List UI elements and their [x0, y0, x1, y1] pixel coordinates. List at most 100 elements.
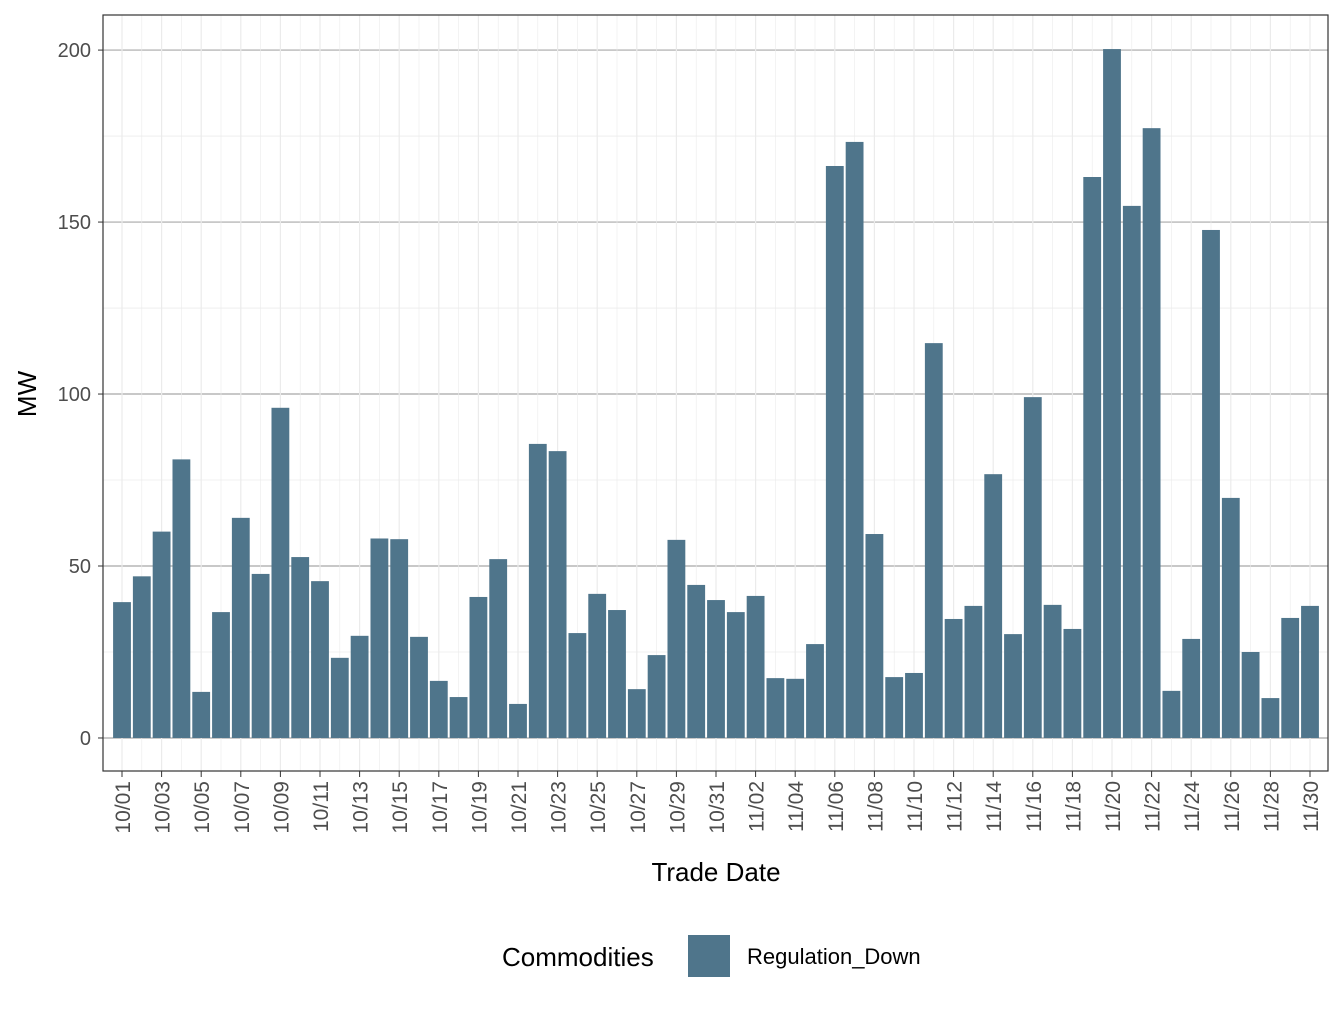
bar-10-30: [687, 584, 706, 738]
x-tick-label: 10/31: [706, 781, 729, 834]
bar-10-06: [212, 612, 230, 738]
bar-11-14: [984, 474, 1003, 738]
x-tick-label: 11/22: [1142, 781, 1165, 832]
bar-11-01: [726, 612, 745, 738]
bar-10-02: [132, 576, 151, 738]
y-tick-label: 200: [58, 40, 91, 62]
bar-10-07: [231, 517, 250, 738]
x-tick-label: 11/26: [1221, 781, 1244, 832]
bar-11-11: [924, 343, 943, 738]
legend-key-regulation-down: [688, 935, 730, 977]
bar-11-30: [1301, 605, 1319, 738]
x-tick-label: 10/23: [548, 781, 571, 834]
x-tick-label: 10/13: [350, 781, 373, 834]
bar-11-08: [865, 534, 884, 738]
bar-11-29: [1281, 617, 1300, 738]
bar-11-19: [1083, 177, 1102, 738]
legend-title: Commodities: [502, 942, 654, 972]
x-tick-label: 11/18: [1062, 781, 1085, 832]
x-tick-label: 10/29: [666, 781, 689, 834]
bar-11-18: [1063, 628, 1082, 738]
x-tick-label: 11/16: [1023, 781, 1046, 832]
bar-10-19: [469, 596, 488, 738]
bar-10-31: [707, 600, 725, 738]
bar-10-01: [113, 602, 131, 738]
bar-11-12: [944, 618, 963, 738]
bar-10-22: [528, 443, 547, 738]
y-tick-label: 0: [80, 728, 91, 750]
bar-11-24: [1182, 638, 1201, 738]
bar-10-12: [330, 657, 349, 738]
y-tick-label: 50: [69, 556, 91, 578]
x-tick-label: 11/06: [825, 781, 848, 832]
bar-11-07: [845, 141, 864, 738]
bar-10-23: [548, 451, 567, 738]
x-tick-label: 10/19: [468, 781, 491, 834]
bar-11-09: [885, 677, 904, 738]
x-tick-label: 10/21: [508, 781, 531, 834]
x-tick-label: 10/11: [310, 781, 333, 832]
bar-11-16: [1023, 397, 1042, 738]
y-tick-label: 150: [58, 212, 91, 234]
bar-10-21: [509, 703, 527, 738]
y-tick-label: 100: [58, 384, 91, 406]
bar-10-10: [291, 557, 310, 738]
bar-11-22: [1142, 128, 1161, 738]
x-tick-label: 10/15: [389, 781, 412, 834]
bar-11-21: [1122, 205, 1141, 738]
x-tick-label: 10/27: [627, 781, 650, 834]
bar-10-14: [370, 538, 389, 738]
bar-11-10: [905, 672, 923, 738]
bar-11-02: [746, 595, 765, 738]
bar-10-28: [647, 655, 666, 738]
x-axis-label: Trade Date: [651, 857, 780, 887]
x-tick-label: 10/17: [429, 781, 452, 834]
bar-10-05: [192, 691, 211, 738]
bar-11-03: [766, 678, 785, 738]
bar-11-17: [1043, 604, 1062, 738]
x-tick-label: 11/12: [944, 781, 967, 832]
y-axis-label: MW: [12, 370, 42, 417]
bar-10-25: [588, 593, 607, 738]
x-tick-label: 11/08: [864, 781, 887, 832]
bar-10-13: [350, 635, 369, 738]
x-tick-label: 11/20: [1102, 781, 1125, 832]
x-tick-label: 11/02: [746, 781, 769, 832]
x-tick-label: 10/05: [191, 781, 214, 834]
bar-10-17: [429, 680, 448, 738]
x-tick-label: 10/25: [587, 781, 610, 834]
bar-11-26: [1221, 497, 1240, 738]
bar-10-11: [311, 581, 329, 738]
bar-11-23: [1162, 690, 1181, 738]
x-tick-label: 11/04: [785, 781, 808, 832]
x-tick-label: 11/14: [983, 781, 1006, 832]
x-tick-label: 10/07: [231, 781, 254, 834]
bar-11-25: [1202, 229, 1220, 738]
x-tick-label: 10/03: [152, 781, 175, 834]
bar-10-18: [449, 697, 468, 738]
x-tick-label: 11/10: [904, 781, 927, 832]
bar-10-04: [172, 459, 191, 738]
bar-10-26: [608, 610, 626, 738]
bar-10-15: [390, 539, 409, 738]
bar-10-24: [568, 633, 587, 738]
bar-11-20: [1103, 49, 1121, 738]
bar-10-08: [251, 573, 270, 738]
bar-10-16: [410, 636, 428, 738]
x-tick-label: 11/30: [1300, 781, 1323, 832]
bar-10-27: [627, 689, 646, 738]
bar-11-05: [806, 644, 824, 738]
bar-11-28: [1261, 698, 1280, 738]
x-tick-label: 10/01: [112, 781, 135, 834]
bar-11-27: [1241, 651, 1260, 738]
x-tick-label: 10/09: [270, 781, 293, 834]
bar-10-20: [489, 559, 508, 738]
legend-label-regulation-down: Regulation_Down: [747, 944, 921, 969]
bar-10-29: [667, 539, 686, 738]
bar-10-03: [152, 531, 171, 738]
x-tick-label: 11/24: [1181, 781, 1204, 832]
bar-11-04: [786, 678, 805, 738]
x-tick-label: 11/28: [1260, 781, 1283, 832]
